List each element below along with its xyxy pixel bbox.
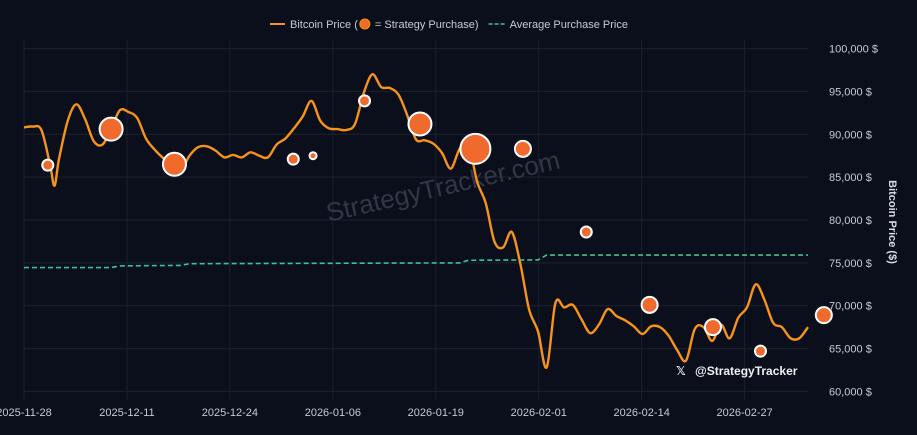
y-tick-label: 85,000 $ bbox=[829, 172, 872, 184]
purchase-markers bbox=[41, 94, 833, 358]
y-axis-ticks: 100,000 $ 95,000 $ 90,000 $ 85,000 $ 80,000 … bbox=[829, 44, 878, 399]
purchase-marker bbox=[640, 295, 659, 314]
average-purchase-price-line bbox=[24, 254, 808, 269]
purchase-marker bbox=[286, 152, 300, 166]
y-tick-label: 80,000 $ bbox=[829, 215, 872, 227]
legend-avg-label: Average Purchase Price bbox=[510, 19, 628, 31]
purchase-marker bbox=[703, 318, 722, 337]
purchase-marker bbox=[814, 306, 833, 325]
legend-price-label-start: Bitcoin Price ( bbox=[290, 19, 358, 31]
purchase-marker bbox=[161, 151, 187, 177]
x-logo-icon: 𝕏 bbox=[676, 364, 686, 378]
y-tick-label: 75,000 $ bbox=[829, 258, 872, 270]
y-axis-label: Bitcoin Price ($) bbox=[886, 180, 898, 264]
y-tick-label: 65,000 $ bbox=[829, 344, 872, 356]
x-tick-label: 2026-02-27 bbox=[717, 407, 773, 419]
y-tick-label: 60,000 $ bbox=[829, 386, 872, 398]
x-tick-label: 2026-01-19 bbox=[408, 407, 464, 419]
y-tick-label: 90,000 $ bbox=[829, 129, 872, 141]
legend-price-label-end: = Strategy Purchase) bbox=[372, 19, 479, 31]
purchase-marker bbox=[308, 151, 318, 161]
x-tick-label: 2026-02-01 bbox=[511, 407, 567, 419]
x-tick-label: 2026-01-06 bbox=[305, 407, 361, 419]
x-tick-label: 2026-02-14 bbox=[614, 407, 670, 419]
purchase-marker bbox=[459, 132, 492, 165]
legend-purchase-marker-icon bbox=[359, 18, 371, 30]
purchase-marker bbox=[513, 139, 532, 158]
legend: Bitcoin Price ( = Strategy Purchase) Ave… bbox=[270, 18, 628, 31]
handle-badge: 𝕏 @StrategyTracker bbox=[676, 364, 798, 378]
y-tick-label: 95,000 $ bbox=[829, 86, 872, 98]
x-tick-label: 2025-12-11 bbox=[99, 407, 154, 419]
handle-text: @StrategyTracker bbox=[695, 364, 798, 378]
y-tick-label: 100,000 $ bbox=[829, 44, 878, 56]
purchase-marker bbox=[358, 94, 372, 108]
x-tick-label: 2025-12-24 bbox=[202, 407, 258, 419]
purchase-marker bbox=[98, 116, 124, 142]
legend-price-label: Bitcoin Price ( = Strategy Purchase) bbox=[290, 19, 479, 31]
purchase-marker bbox=[579, 225, 593, 239]
purchase-marker bbox=[753, 344, 767, 358]
purchase-marker bbox=[407, 111, 433, 137]
x-tick-label: 2025-11-28 bbox=[0, 407, 52, 419]
purchase-marker bbox=[41, 158, 55, 172]
x-axis-ticks: 2025-11-28 2025-12-11 2025-12-24 2026-01-06… bbox=[0, 407, 773, 419]
y-tick-label: 70,000 $ bbox=[829, 301, 872, 313]
